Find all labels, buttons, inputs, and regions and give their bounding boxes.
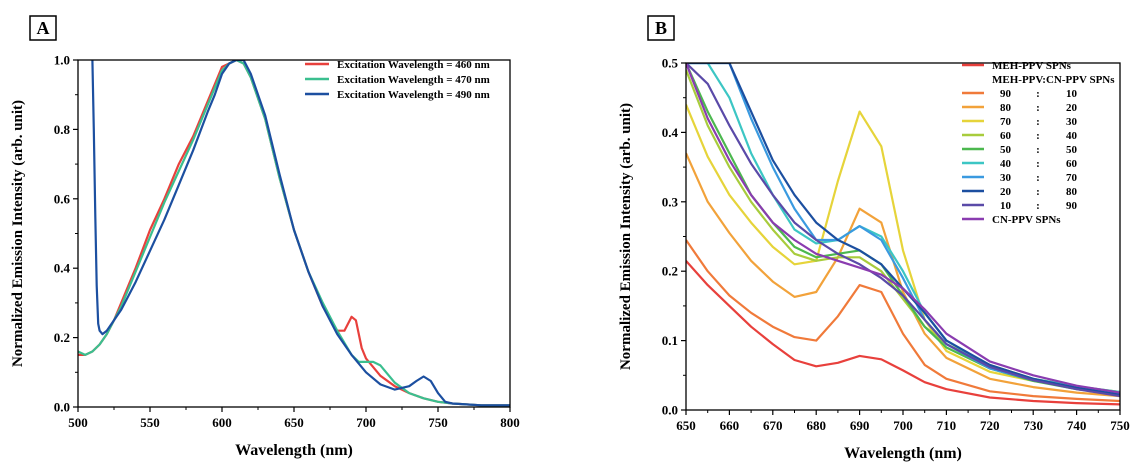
legend-label: MEH-PPV SPNs (992, 60, 1072, 72)
legend-ratio-left: 30 (1000, 172, 1012, 184)
x-tick-label: 650 (284, 415, 304, 430)
chart-panel-b: B 650 660 670 680 690 700 710 720 730 740 750 0.0 0.1… (618, 15, 1130, 462)
x-tick-label: 600 (212, 415, 232, 430)
y-tick-label: 0.8 (54, 122, 71, 137)
series-line-10 (686, 63, 1120, 394)
legend: Excitation Wavelength = 460 nm Excitation… (305, 59, 490, 101)
legend-ratio-left: 20 (1000, 186, 1012, 198)
series-line-1 (78, 60, 510, 407)
legend-ratio-right: 40 (1066, 130, 1078, 142)
series-line-2 (91, 60, 510, 407)
series-line-9 (686, 63, 1120, 398)
legend-ratio-right: 70 (1066, 172, 1078, 184)
x-axis-label: Wavelength (nm) (844, 445, 962, 462)
panel-label-box (29, 15, 57, 41)
x-tick-label: 650 (676, 418, 696, 433)
y-tick-label: 1.0 (54, 53, 70, 68)
series-line-3 (686, 104, 1120, 394)
legend-ratio-right: 20 (1066, 102, 1078, 114)
y-tick-label: 0.5 (662, 56, 679, 71)
legend-ratio-right: 10 (1066, 88, 1078, 100)
panel-label: A (37, 18, 50, 38)
y-tick-label: 0.0 (54, 400, 70, 415)
legend-label: Excitation Wavelength = 470 nm (337, 74, 490, 86)
legend-label: CN-PPV SPNs (992, 214, 1061, 226)
series-line-1 (686, 239, 1120, 403)
legend-ratio-colon: : (1036, 158, 1040, 170)
x-tick-label: 550 (140, 415, 160, 430)
y-tick-label: 0.0 (662, 403, 678, 418)
legend-ratio-colon: : (1036, 88, 1040, 100)
y-tick-label: 0.1 (662, 333, 678, 348)
plot-frame (685, 62, 1121, 411)
y-tick-label: 0.2 (54, 330, 70, 345)
y-tick-label: 0.4 (662, 125, 679, 140)
legend: MEH-PPV SPNs MEH-PPV:CN-PPV SPNs 90: 10 80: 2… (962, 60, 1115, 226)
legend-ratio-left: 40 (1000, 158, 1012, 170)
legend-ratio-left: 70 (1000, 116, 1012, 128)
x-axis-label: Wavelength (nm) (235, 442, 353, 459)
legend-ratio-left: 60 (1000, 130, 1012, 142)
x-tick-label: 710 (937, 418, 957, 433)
legend-ratio-colon: : (1036, 172, 1040, 184)
x-tick-label: 700 (893, 418, 913, 433)
x-tick-label: 670 (763, 418, 783, 433)
y-axis-label: Normalized Emission Intensity (arb. unit… (618, 103, 634, 370)
x-tick-label: 660 (720, 418, 740, 433)
plot-frame (77, 59, 511, 408)
y-tick-label: 0.6 (54, 191, 71, 206)
x-tick-label: 750 (428, 415, 448, 430)
legend-ratio-right: 50 (1066, 144, 1078, 156)
x-tick-label: 730 (1023, 418, 1043, 433)
legend-ratio-left: 90 (1000, 88, 1012, 100)
panel-label: B (655, 18, 667, 38)
legend-ratio-colon: : (1036, 144, 1040, 156)
legend-ratio-right: 30 (1066, 116, 1078, 128)
x-tick-label: 750 (1110, 418, 1130, 433)
legend-ratio-colon: : (1036, 130, 1040, 142)
x-tick-label: 680 (806, 418, 826, 433)
x-tick-label: 500 (68, 415, 88, 430)
legend-label: Excitation Wavelength = 460 nm (337, 59, 490, 71)
y-tick-label: 0.4 (54, 261, 71, 276)
legend-ratio-colon: : (1036, 186, 1040, 198)
legend-ratio-left: 80 (1000, 102, 1012, 114)
legend-ratio-right: 60 (1066, 158, 1078, 170)
legend-label: Excitation Wavelength = 490 nm (337, 89, 490, 101)
y-tick-label: 0.2 (662, 264, 678, 279)
x-tick-label: 690 (850, 418, 870, 433)
y-tick-label: 0.3 (662, 194, 679, 209)
series-line-8 (686, 63, 1120, 396)
x-tick-label: 720 (980, 418, 1000, 433)
x-tick-label: 700 (356, 415, 376, 430)
legend-ratio-left: 50 (1000, 144, 1012, 156)
series-line-2 (686, 152, 1120, 398)
x-tick-label: 800 (500, 415, 520, 430)
legend-ratio-right: 80 (1066, 186, 1078, 198)
chart-panel-a: A 500 550 600 650 700 750 800 0.0 0.2 0.4 0.6 0.8 1.0… (10, 15, 520, 459)
legend-header: MEH-PPV:CN-PPV SPNs (992, 74, 1115, 86)
legend-ratio-left: 10 (1000, 200, 1012, 212)
series-line-0 (686, 260, 1120, 406)
legend-ratio-right: 90 (1066, 200, 1078, 212)
legend-ratio-colon: : (1036, 102, 1040, 114)
legend-ratio-colon: : (1036, 200, 1040, 212)
panel-label-box (647, 15, 675, 41)
legend-ratio-colon: : (1036, 116, 1040, 128)
x-tick-label: 740 (1067, 418, 1087, 433)
y-axis-label: Normalized Emission Intensity (arb. unit… (10, 100, 26, 367)
